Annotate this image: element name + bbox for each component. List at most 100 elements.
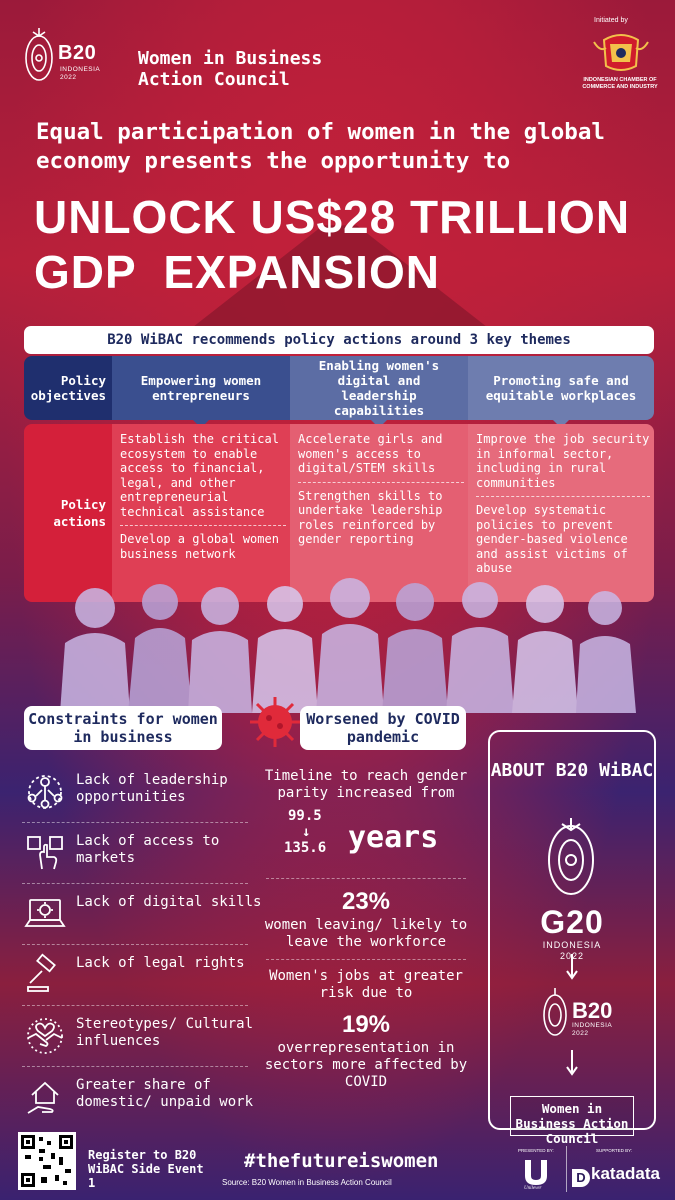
kadin-name: INDONESIAN CHAMBER OF COMMERCE AND INDUS…	[582, 77, 658, 90]
objective-2-pointer	[370, 419, 388, 428]
house-hand-icon	[27, 1081, 59, 1114]
b20-emblem-icon	[543, 988, 567, 1036]
stat-overrepresentation: 19%	[341, 1011, 391, 1038]
jobs-risk-text: Women's jobs at greater risk due to	[269, 968, 463, 1001]
objective-3-text: Promoting safe and equitable workplaces	[485, 373, 637, 403]
unilever-logo-icon	[525, 1160, 547, 1185]
years-to: 135.6	[284, 840, 327, 856]
hashtag: #thefutureiswomen	[244, 1150, 439, 1172]
source-note: Source: B20 Women in Business Action Cou…	[222, 1178, 392, 1187]
action-item: Develop systematic policies to prevent g…	[476, 496, 650, 582]
hand-click-icon	[27, 836, 63, 870]
wibac-box: Women in Business Action Council	[510, 1096, 634, 1146]
list-item: Lack of legal rights	[22, 945, 248, 1006]
policy-objectives-row: Policy objectives Empowering women entre…	[24, 356, 654, 428]
years-word: years	[348, 820, 439, 855]
arrow-down-icon	[566, 954, 578, 980]
qr-code-icon	[21, 1135, 73, 1187]
stat-women-leaving: 23%	[341, 888, 391, 915]
objective-3-pointer	[552, 419, 570, 428]
register-link[interactable]: Register to B20 WiBAC Side Event 1	[88, 1148, 208, 1190]
b20-logo-year: 2022	[572, 1030, 589, 1037]
g20-emblem-icon	[548, 818, 594, 895]
intro-text: Equal participation of women in the glob…	[36, 119, 605, 174]
register-text: Register to B20 WiBAC Side Event 1	[88, 1148, 204, 1190]
constraints-list: Lack of leadership opportunities Lack of…	[22, 762, 261, 1128]
unilever-wordmark: Unilever	[524, 1186, 542, 1191]
g20-logo-text: G20	[540, 904, 604, 940]
headline-line-1: UNLOCK US$28 TRILLION	[34, 191, 631, 243]
objective-2: Enabling women's digital and leadership …	[290, 356, 468, 428]
women-illustration	[60, 578, 636, 713]
constraints-title: Constraints for women in business	[24, 706, 222, 750]
themes-banner: B20 WiBAC recommends policy actions arou…	[24, 326, 654, 354]
b20-emblem-icon	[25, 28, 53, 81]
constraint-label: Greater share of domestic/ unpaid work	[76, 1077, 254, 1110]
katadata-wordmark: katadata	[591, 1164, 660, 1183]
constraint-label: Lack of access to markets	[76, 833, 220, 866]
policy-actions-label: Policy actions	[24, 424, 112, 602]
list-item: Greater share of domestic/ unpaid work	[22, 1067, 253, 1128]
years-from: 99.5	[288, 808, 322, 824]
kadin-crest-icon	[593, 34, 649, 71]
b20-logo: B20 INDONESIA 2022	[22, 24, 118, 88]
policy-actions-row: Policy actions Establish the critical ec…	[24, 424, 654, 602]
action-item: Accelerate girls and women's access to d…	[298, 432, 443, 475]
katadata-d-icon: D	[572, 1169, 590, 1187]
objective-1-pointer	[192, 419, 210, 428]
list-item: Lack of digital skills	[22, 884, 261, 945]
action-item: Improve the job security in informal sec…	[476, 432, 650, 490]
stat-women-leaving-text: women leaving/ likely to leave the workf…	[264, 917, 468, 950]
qr-code[interactable]	[18, 1132, 76, 1190]
objective-1: Empowering women entrepreneurs	[112, 356, 290, 428]
arrow-down-icon	[566, 1050, 578, 1076]
arrow-down-icon: ↓	[302, 824, 311, 840]
action-item: Strengthen skills to undertake leadershi…	[298, 481, 464, 553]
policy-objectives-label: Policy objectives	[24, 356, 112, 420]
actions-column-1: Establish the critical ecosystem to enab…	[112, 424, 290, 602]
list-item: Lack of leadership opportunities	[22, 762, 248, 823]
divider	[266, 959, 466, 960]
b20-logo-text: B20	[572, 998, 613, 1023]
gavel-icon	[27, 953, 56, 992]
b20-logo-year: 2022	[60, 74, 77, 81]
b20-logo-text: B20	[58, 42, 97, 64]
council-title: Women in Business Action Council	[138, 48, 323, 90]
actions-column-2: Accelerate girls and women's access to d…	[290, 424, 468, 602]
headline-line-2: GDP EXPANSION	[34, 246, 440, 298]
action-item: Develop a global women business network	[120, 525, 286, 567]
about-title: ABOUT B20 WiBAC	[490, 760, 654, 781]
covid-title: Worsened by COVID pandemic	[300, 706, 466, 750]
actions-column-3: Improve the job security in informal sec…	[468, 424, 654, 602]
presented-by-label: PRESENTED BY:	[518, 1148, 554, 1153]
laptop-gear-icon	[24, 899, 66, 927]
action-item: Establish the critical ecosystem to enab…	[120, 432, 279, 519]
divider	[266, 878, 466, 879]
objective-1-text: Empowering women entrepreneurs	[140, 373, 262, 403]
b20-logo-subtitle: INDONESIA 2022	[572, 1022, 612, 1038]
b20-logo-subtitle: INDONESIA 2022	[60, 66, 100, 82]
constraint-label: Lack of digital skills	[76, 894, 262, 910]
initiated-by-label: Initiated by	[594, 17, 628, 24]
list-item: Stereotypes/ Cultural influences	[22, 1006, 253, 1067]
virus-icon	[250, 697, 300, 747]
constraint-label: Lack of leadership opportunities	[76, 772, 228, 805]
about-box: ABOUT B20 WiBAC G20 INDONESIA 2022 B20 I…	[488, 730, 656, 1146]
list-item: Lack of access to markets	[22, 823, 248, 884]
divider	[566, 1146, 567, 1192]
handshake-heart-icon	[27, 1018, 63, 1054]
constraint-label: Stereotypes/ Cultural influences	[76, 1016, 254, 1049]
objective-3: Promoting safe and equitable workplaces	[468, 356, 654, 428]
leadership-network-icon	[27, 775, 63, 809]
years-increase: 99.5 ↓ 135.6 years	[254, 808, 478, 870]
constraint-label: Lack of legal rights	[76, 955, 245, 971]
headline: UNLOCK US$28 TRILLION GDP EXPANSION	[34, 190, 664, 300]
supported-by-label: SUPPORTED BY:	[596, 1148, 633, 1153]
g20-logo-country: INDONESIA	[542, 940, 602, 950]
covid-stats: Timeline to reach gender parity increase…	[254, 768, 478, 1091]
b20-logo-country: INDONESIA	[60, 66, 101, 73]
timeline-text: Timeline to reach gender parity increase…	[264, 768, 468, 801]
stat-overrepresentation-text: overrepresentation in sectors more affec…	[264, 1040, 468, 1090]
objective-2-text: Enabling women's digital and leadership …	[318, 358, 440, 418]
